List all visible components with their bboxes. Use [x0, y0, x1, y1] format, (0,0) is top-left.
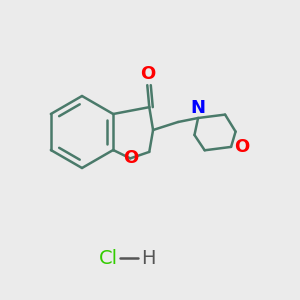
Text: Cl: Cl	[99, 248, 118, 268]
Text: O: O	[123, 149, 138, 167]
Text: O: O	[140, 65, 155, 83]
Text: N: N	[190, 99, 206, 117]
Text: H: H	[141, 248, 155, 268]
Text: O: O	[234, 138, 249, 156]
